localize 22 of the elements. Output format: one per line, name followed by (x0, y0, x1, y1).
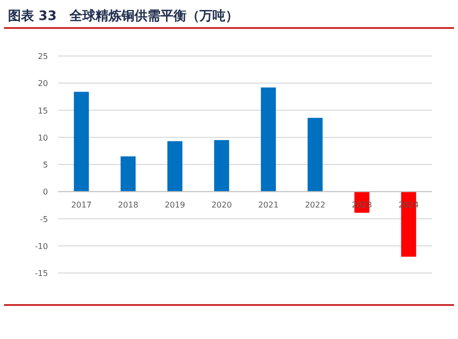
x-tick-label: 2018 (118, 200, 138, 210)
x-tick-label: 2022 (304, 200, 326, 210)
x-tick-label: 2020 (211, 200, 232, 210)
x-tick-label: 2019 (164, 200, 186, 210)
y-tick-label: -10 (34, 242, 48, 251)
y-tick-label: -15 (34, 269, 48, 278)
bar (214, 140, 230, 192)
bar (74, 92, 89, 192)
chart-title: 图表 33 全球精炼铜供需平衡（万吨） (8, 8, 239, 24)
y-tick-label: 20 (38, 79, 48, 88)
bar (167, 141, 182, 192)
bar (308, 118, 323, 192)
y-tick-label: 25 (38, 52, 48, 61)
bar (260, 87, 276, 192)
x-tick-label: 2017 (71, 200, 92, 210)
bar (120, 156, 136, 192)
y-tick-label: -5 (40, 214, 48, 224)
y-tick-label: 10 (38, 133, 48, 142)
y-tick-label: 15 (38, 106, 48, 116)
y-tick-label: 0 (42, 188, 48, 197)
x-tick-label: 2021 (258, 200, 279, 210)
y-tick-label: 5 (42, 160, 48, 170)
